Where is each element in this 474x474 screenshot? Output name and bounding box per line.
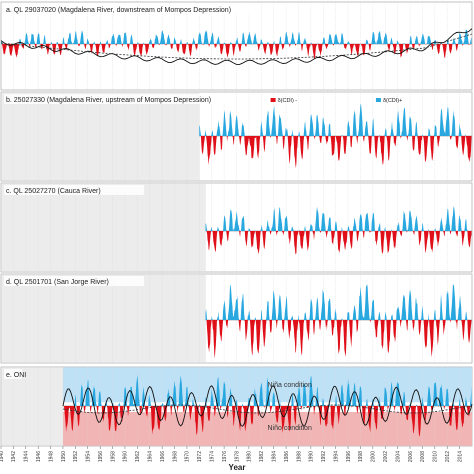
x-axis: 1940 1942 1944 1946 1948 1950 1952 1954 1956 1958… <box>0 446 463 462</box>
panels-group: a. QL 29037020 (Magdalena River, downstr… <box>0 1 473 447</box>
missing-data-band <box>1 92 200 181</box>
x-tick-label: 2008 <box>420 451 426 462</box>
legend-swatch <box>375 98 381 102</box>
missing-data-band <box>1 183 206 272</box>
negative-anomaly-area <box>63 406 472 437</box>
x-tick-label: 1970 <box>185 451 191 462</box>
negative-anomaly-area <box>205 231 472 255</box>
panel-title: b. 25027330 (Magdalena River, upstream o… <box>6 97 211 104</box>
x-tick-label: 1968 <box>172 451 178 462</box>
positive-anomaly-area <box>63 374 472 406</box>
x-tick-label: 1964 <box>148 451 154 462</box>
x-tick-label: 2000 <box>371 451 377 462</box>
x-tick-label: 2004 <box>395 451 401 462</box>
x-tick-label: 1960 <box>123 451 129 462</box>
x-tick-label: 1998 <box>358 451 364 462</box>
x-axis-title: Year <box>229 463 246 472</box>
panel-title-backdrop <box>4 94 236 104</box>
negative-anomaly-area <box>205 320 472 359</box>
x-tick-label: 1992 <box>321 451 327 462</box>
panel-5: Niña condition Niño condition e. ONI <box>0 366 473 447</box>
nino-condition-label: Niño condition <box>267 425 311 432</box>
x-tick-label: 1946 <box>36 451 42 462</box>
x-tick-label: 1982 <box>259 451 265 462</box>
panel-title: a. QL 29037020 (Magdalena River, downstr… <box>6 7 231 14</box>
panel-2: b. 25027330 (Magdalena River, upstream o… <box>0 91 473 182</box>
panel-3: c. QL 25027270 (Cauca River) <box>0 182 473 273</box>
x-tick-label: 1976 <box>222 451 228 462</box>
legend-label: δ(CDI)+ <box>383 98 402 104</box>
x-tick-label: 2006 <box>408 451 414 462</box>
x-tick-label: 1988 <box>296 451 302 462</box>
missing-data-band <box>1 367 64 446</box>
x-tick-label: 1978 <box>234 451 240 462</box>
x-tick-label: 1944 <box>24 451 30 462</box>
oni-line <box>62 385 473 427</box>
nino-band <box>62 412 472 446</box>
x-tick-label: 1952 <box>73 451 79 462</box>
x-tick-label: 1942 <box>11 451 17 462</box>
x-tick-label: 2014 <box>457 451 463 462</box>
x-tick-label: 1950 <box>61 451 67 462</box>
positive-anomaly-area <box>1 29 472 44</box>
x-tick-label: 1956 <box>98 451 104 462</box>
x-tick-label: 1986 <box>284 451 290 462</box>
panel-title-backdrop <box>4 185 144 195</box>
positive-anomaly-area <box>205 283 472 320</box>
panel-title-backdrop <box>4 276 144 286</box>
x-tick-label: 1984 <box>272 451 278 462</box>
x-tick-label: 2012 <box>445 451 451 462</box>
x-tick-label: 1980 <box>247 451 253 462</box>
panel-title-backdrop <box>4 4 258 14</box>
oni-trend-line <box>62 404 473 414</box>
x-tick-label: 1994 <box>334 451 340 462</box>
panel-title-backdrop <box>4 369 22 379</box>
panel-title: c. QL 25027270 (Cauca River) <box>6 188 101 195</box>
panel-1: a. QL 29037020 (Magdalena River, downstr… <box>0 1 473 91</box>
negative-anomaly-area <box>1 44 472 59</box>
x-tick-label: 2002 <box>383 451 389 462</box>
x-tick-label: 1996 <box>346 451 352 462</box>
x-tick-label: 1974 <box>210 451 216 462</box>
x-tick-label: 1954 <box>86 451 92 462</box>
legend-label: δ(CDI) - <box>278 98 298 104</box>
x-tick-label: 1990 <box>309 451 315 462</box>
nina-condition-label: Niña condition <box>267 382 311 389</box>
positive-anomaly-area <box>205 206 472 231</box>
positive-anomaly-area <box>199 103 472 136</box>
legend-swatch <box>270 98 276 102</box>
missing-data-band <box>1 274 206 363</box>
x-tick-label: 1940 <box>0 451 5 462</box>
x-tick-label: 1958 <box>110 451 116 462</box>
panel-4: d. QL 2501701 (San Jorge River) <box>0 273 473 364</box>
x-tick-label: 1972 <box>197 451 203 462</box>
panel-title: d. QL 2501701 (San Jorge River) <box>6 279 109 286</box>
x-tick-label: 2010 <box>433 451 439 462</box>
x-tick-label: 1962 <box>135 451 141 462</box>
x-tick-label: 1966 <box>160 451 166 462</box>
panel-title: e. ONI <box>6 372 26 379</box>
trend-line <box>0 33 473 60</box>
cumulative-line <box>0 28 473 65</box>
x-tick-label: 1948 <box>48 451 54 462</box>
